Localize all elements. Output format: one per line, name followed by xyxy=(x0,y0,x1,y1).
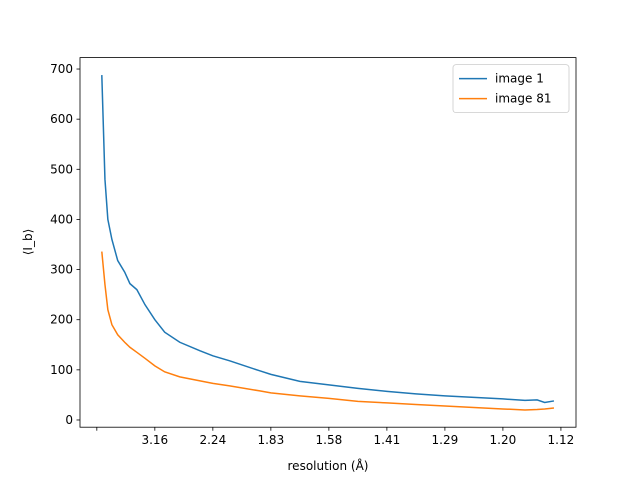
x-tick-label: 1.12 xyxy=(548,433,575,447)
x-tick-label: 2.24 xyxy=(199,433,226,447)
legend-label: image 81 xyxy=(495,92,551,106)
y-tick-label: 200 xyxy=(50,313,73,327)
x-tick-label: 1.58 xyxy=(316,433,343,447)
axes-frame xyxy=(79,57,577,428)
x-tick-label: 1.41 xyxy=(374,433,401,447)
y-tick-label: 300 xyxy=(50,263,73,277)
y-tick-label: 500 xyxy=(50,162,73,176)
legend-label: image 1 xyxy=(495,72,544,86)
y-tick-label: 700 xyxy=(50,62,73,76)
y-tick-label: 600 xyxy=(50,112,73,126)
y-tick-label: 400 xyxy=(50,212,73,226)
line xyxy=(101,75,555,404)
x-axis-label: resolution (Å) xyxy=(288,458,369,473)
y-tick-label: 0 xyxy=(65,413,73,427)
x-tick-label: 3.16 xyxy=(141,433,168,447)
line xyxy=(101,251,555,411)
x-tick-label: 1.83 xyxy=(257,433,284,447)
y-axis-label: ⟨I_b⟩ xyxy=(21,229,35,256)
x-tick-label: 1.20 xyxy=(490,433,517,447)
legend-box xyxy=(452,64,570,113)
y-tick-label: 100 xyxy=(50,363,73,377)
x-tick-label: 1.29 xyxy=(432,433,459,447)
